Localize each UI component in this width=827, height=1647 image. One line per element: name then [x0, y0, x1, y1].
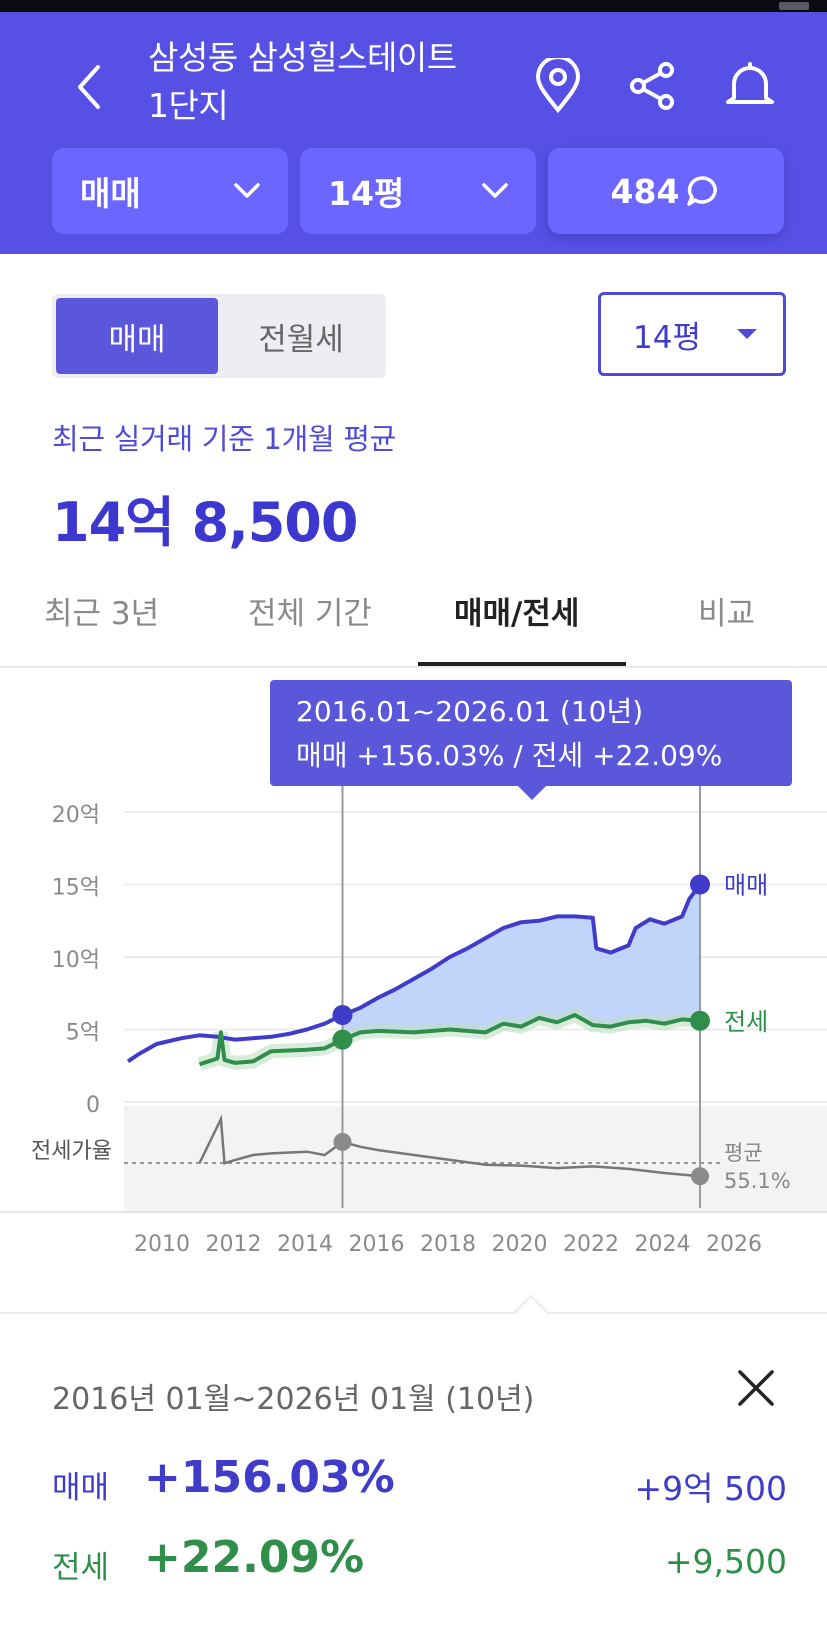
ratio-label: 전세가율 [31, 1139, 112, 1164]
jeonse-change-amount: +9,500 [664, 1542, 787, 1581]
detail-period: 2016년 01월~2026년 01월 (10년) [52, 1382, 535, 1417]
back-button[interactable] [64, 52, 114, 122]
close-icon [738, 1370, 774, 1406]
sale-label: 매매 [52, 1470, 110, 1506]
notification-button[interactable] [718, 54, 782, 118]
deal-type-value: 매매 [80, 174, 141, 213]
ratio-average-label: 평균 [724, 1141, 763, 1165]
y-tick-label: 15억 [52, 876, 100, 901]
tooltip-range: 2016.01~2026.01 (10년) [296, 695, 644, 728]
tooltip-stats: 매매 +156.03% / 전세 +22.09% [296, 739, 723, 772]
sale-line [126, 883, 702, 1064]
y-tick-label: 10억 [52, 948, 100, 973]
toggle-rent[interactable]: 전월세 [258, 321, 344, 358]
ratio-start-point [333, 1132, 352, 1151]
header: 삼성동 삼성힐스테이트 1단지 매매 14평 484 [0, 12, 827, 254]
jeonse-change-percent: +22.09% [144, 1532, 365, 1583]
sale-series-label: 매매 [724, 872, 768, 900]
jeonse-end-point [690, 1010, 710, 1031]
x-tick-label: 2018 [420, 1232, 476, 1257]
jeonse-series-label: 전세 [724, 1008, 768, 1036]
range-tooltip: 2016.01~2026.01 (10년) 매매 +156.03% / 전세 +… [270, 680, 792, 800]
bell-icon [726, 62, 774, 104]
y-tick-label: 5억 [66, 1021, 100, 1046]
sale-start-point [332, 1005, 353, 1025]
x-tick-label: 2026 [706, 1232, 762, 1257]
size-dropdown[interactable]: 14평 [598, 292, 786, 376]
x-tick-label: 2012 [206, 1232, 262, 1257]
jeonse-change-row: 전세 +22.09% +9,500 [52, 1532, 787, 1592]
title-line-1: 삼성동 삼성힐스테이트 [148, 38, 457, 77]
sale-change-row: 매매 +156.03% +9억 500 [52, 1452, 787, 1512]
share-button[interactable] [620, 54, 684, 118]
price-basis-label: 최근 실거래 기준 1개월 평균 [52, 422, 397, 456]
sale-change-amount: +9억 500 [634, 1469, 787, 1508]
sale-change-percent: +156.03% [144, 1452, 395, 1503]
chevron-down-icon [234, 183, 260, 198]
range-detail-card: 2016년 01월~2026년 01월 (10년) 매매 +156.03% +9… [0, 1294, 827, 1647]
active-tab-indicator [418, 662, 626, 666]
tab-sale-jeonse[interactable]: 매매/전세 [454, 596, 580, 632]
status-bar [0, 0, 827, 12]
comments-button[interactable]: 484 [548, 148, 784, 234]
x-tick-label: 2010 [134, 1232, 190, 1257]
x-tick-label: 2014 [277, 1232, 333, 1257]
tab-recent-3y[interactable]: 최근 3년 [44, 596, 160, 632]
comments-count: 484 [610, 171, 680, 211]
ratio-line [198, 1114, 701, 1178]
jeonse-line [198, 1013, 701, 1067]
map-pin-icon [535, 58, 581, 114]
title-line-2: 1단지 [148, 86, 229, 125]
size-select[interactable]: 14평 [300, 148, 536, 234]
close-button[interactable] [734, 1366, 784, 1416]
back-icon [78, 65, 100, 109]
trade-type-toggle: 매매 전월세 [52, 294, 386, 378]
jeonse-label: 전세 [52, 1550, 110, 1586]
x-tick-label: 2024 [635, 1232, 691, 1257]
page-title: 삼성동 삼성힐스테이트 1단지 [148, 34, 528, 130]
x-tick-label: 2020 [492, 1232, 548, 1257]
x-tick-label: 2016 [349, 1232, 405, 1257]
x-tick-label: 2022 [563, 1232, 619, 1257]
comment-icon [687, 176, 718, 206]
y-tick-label: 20억 [52, 803, 100, 828]
average-price: 14억 8,500 [52, 491, 358, 554]
jeonse-start-point [332, 1029, 353, 1050]
chevron-down-icon [482, 183, 508, 198]
size-dropdown-value: 14평 [633, 319, 701, 356]
ratio-average-value: 55.1% [724, 1169, 791, 1193]
tab-all-period[interactable]: 전체 기간 [248, 596, 372, 632]
share-icon [630, 62, 674, 110]
ratio-panel-bg [124, 1106, 827, 1212]
y-tick-label: 0 [86, 1093, 100, 1118]
tab-compare[interactable]: 비교 [698, 596, 756, 632]
sale-end-point [690, 874, 710, 895]
chart-tabs: 최근 3년 전체 기간 매매/전세 비교 [0, 576, 827, 668]
ratio-end-point [691, 1167, 709, 1186]
battery-icon [779, 2, 809, 10]
sale-jeonse-gap-area [342, 884, 700, 1040]
deal-type-select[interactable]: 매매 [52, 148, 288, 234]
caret-down-icon [737, 329, 757, 339]
size-value: 14평 [328, 174, 405, 213]
toggle-sale[interactable]: 매매 [56, 298, 218, 374]
map-button[interactable] [526, 54, 590, 118]
